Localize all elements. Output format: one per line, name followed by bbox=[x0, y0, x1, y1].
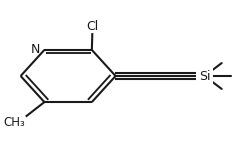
Text: N: N bbox=[31, 43, 40, 56]
Text: Si: Si bbox=[199, 69, 210, 83]
Text: CH₃: CH₃ bbox=[4, 116, 25, 129]
Text: Cl: Cl bbox=[86, 20, 98, 33]
